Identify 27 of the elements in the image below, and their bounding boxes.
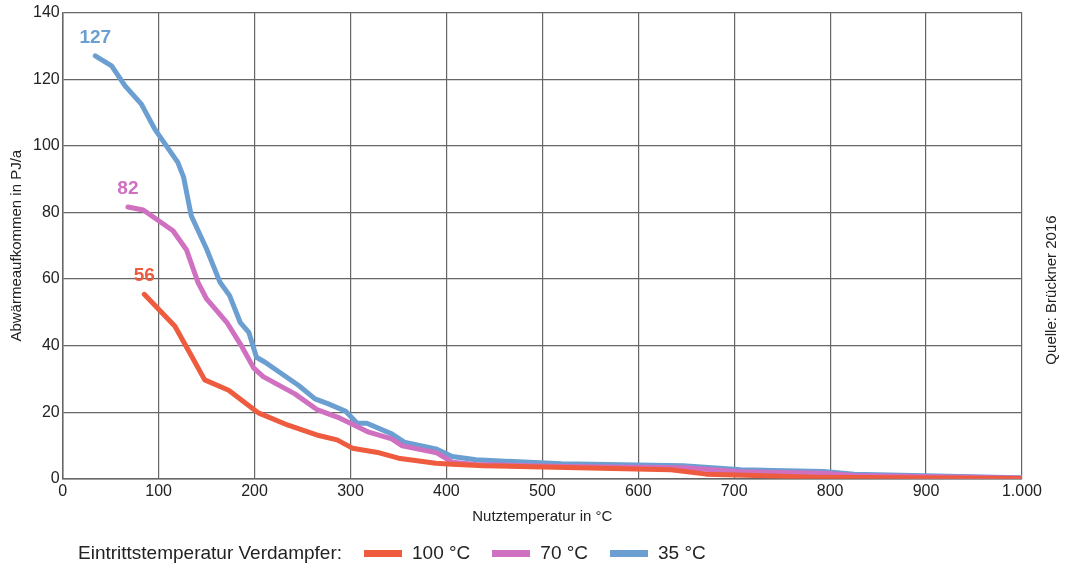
y-tick-label: 120 (32, 69, 60, 87)
x-tick-label: 200 (241, 481, 268, 499)
y-tick-label: 60 (41, 269, 60, 287)
y-tick-label: 80 (41, 202, 60, 220)
legend-label: 35 °C (658, 542, 706, 564)
x-tick-label: 800 (816, 481, 844, 499)
x-tick-label: 500 (528, 481, 556, 499)
x-tick-label: 300 (337, 481, 364, 499)
legend-label: 100 °C (412, 542, 471, 564)
legend-label: 70 °C (540, 542, 589, 564)
y-tick-label: 140 (32, 3, 60, 21)
y-tick-label: 40 (41, 336, 60, 354)
source-note: Quelle: Brückner 2016 (1041, 215, 1059, 365)
x-tick-label: 100 (145, 481, 173, 499)
x-axis-title: Nutztemperatur in °C (472, 507, 613, 525)
annotation: 127 (79, 25, 112, 47)
x-tick-label: 700 (720, 481, 748, 499)
annotation: 82 (117, 176, 139, 198)
x-tick-label: 600 (624, 481, 652, 499)
x-tick-label: 400 (433, 481, 460, 499)
x-tick-label: 1.000 (1001, 481, 1043, 499)
y-tick-label: 20 (41, 402, 60, 420)
x-tick-label: 900 (912, 481, 940, 499)
legend-title: Eintrittstemperatur Verdampfer: (78, 542, 342, 564)
y-tick-label: 100 (32, 136, 60, 154)
y-axis-title: Abwärmeaufkommen in PJ/a (7, 149, 25, 342)
y-tick-label: 0 (50, 469, 60, 487)
